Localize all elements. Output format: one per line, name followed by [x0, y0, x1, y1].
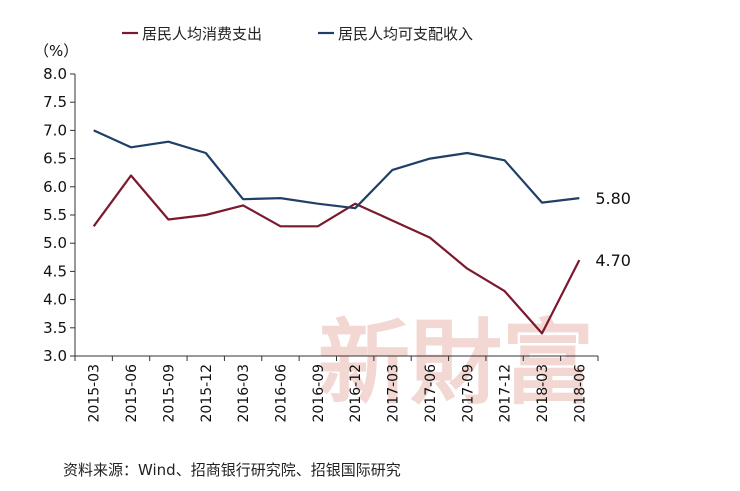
x-tick-label: 2015-03 — [87, 364, 103, 423]
x-tick-label: 2018-03 — [535, 364, 551, 423]
end-labels: 4.70 5.80 — [595, 189, 631, 270]
legend: 居民人均消费支出 居民人均可支配收入 — [122, 25, 473, 43]
y-tick-label: 4.5 — [43, 262, 67, 280]
watermark: 新財富 — [318, 309, 594, 417]
series-line-1 — [92, 174, 581, 335]
x-tick-label: 2017-03 — [386, 364, 402, 423]
x-tick-label: 2015-06 — [124, 364, 140, 423]
series-line-2 — [93, 129, 580, 210]
x-tick-label: 2018-06 — [572, 364, 588, 423]
y-axis-unit-label: （%） — [34, 42, 78, 60]
y-tick-label: 4.0 — [43, 291, 67, 309]
source-note: 资料来源：Wind、招商银行研究院、招银国际研究 — [63, 461, 401, 479]
end-value-label: 4.70 — [595, 251, 631, 270]
x-tick-label: 2017-09 — [460, 364, 476, 423]
y-tick-label: 3.0 — [43, 347, 67, 365]
x-tick-label: 2017-12 — [498, 364, 514, 423]
x-tick-label: 2016-09 — [311, 364, 327, 423]
series-lines — [92, 129, 581, 335]
y-axis: 3.0 3.5 4.0 4.5 5.0 5.5 6.0 6.5 7.0 7.5 8.0 — [43, 65, 76, 365]
y-tick-label: 5.0 — [43, 234, 67, 252]
legend-label: 居民人均消费支出 — [142, 25, 262, 43]
y-tick-label: 7.5 — [43, 93, 67, 111]
x-tick-label: 2015-09 — [161, 364, 177, 423]
x-tick-label: 2016-12 — [348, 364, 364, 423]
y-tick-label: 7.0 — [43, 121, 67, 139]
y-tick-label: 6.0 — [43, 178, 67, 196]
x-tick-label: 2016-03 — [236, 364, 252, 423]
x-axis: 2015-03 2015-06 2015-09 2015-12 2016-03 2016-… — [74, 355, 599, 423]
x-tick-label: 2016-06 — [273, 364, 289, 423]
legend-label: 居民人均可支配收入 — [338, 25, 473, 43]
y-tick-label: 6.5 — [43, 150, 67, 168]
x-tick-label: 2017-06 — [423, 364, 439, 423]
end-value-label: 5.80 — [595, 189, 631, 208]
y-tick-label: 3.5 — [43, 319, 67, 337]
x-tick-label: 2015-12 — [199, 364, 215, 423]
y-tick-label: 5.5 — [43, 206, 67, 224]
y-tick-label: 8.0 — [43, 65, 67, 83]
